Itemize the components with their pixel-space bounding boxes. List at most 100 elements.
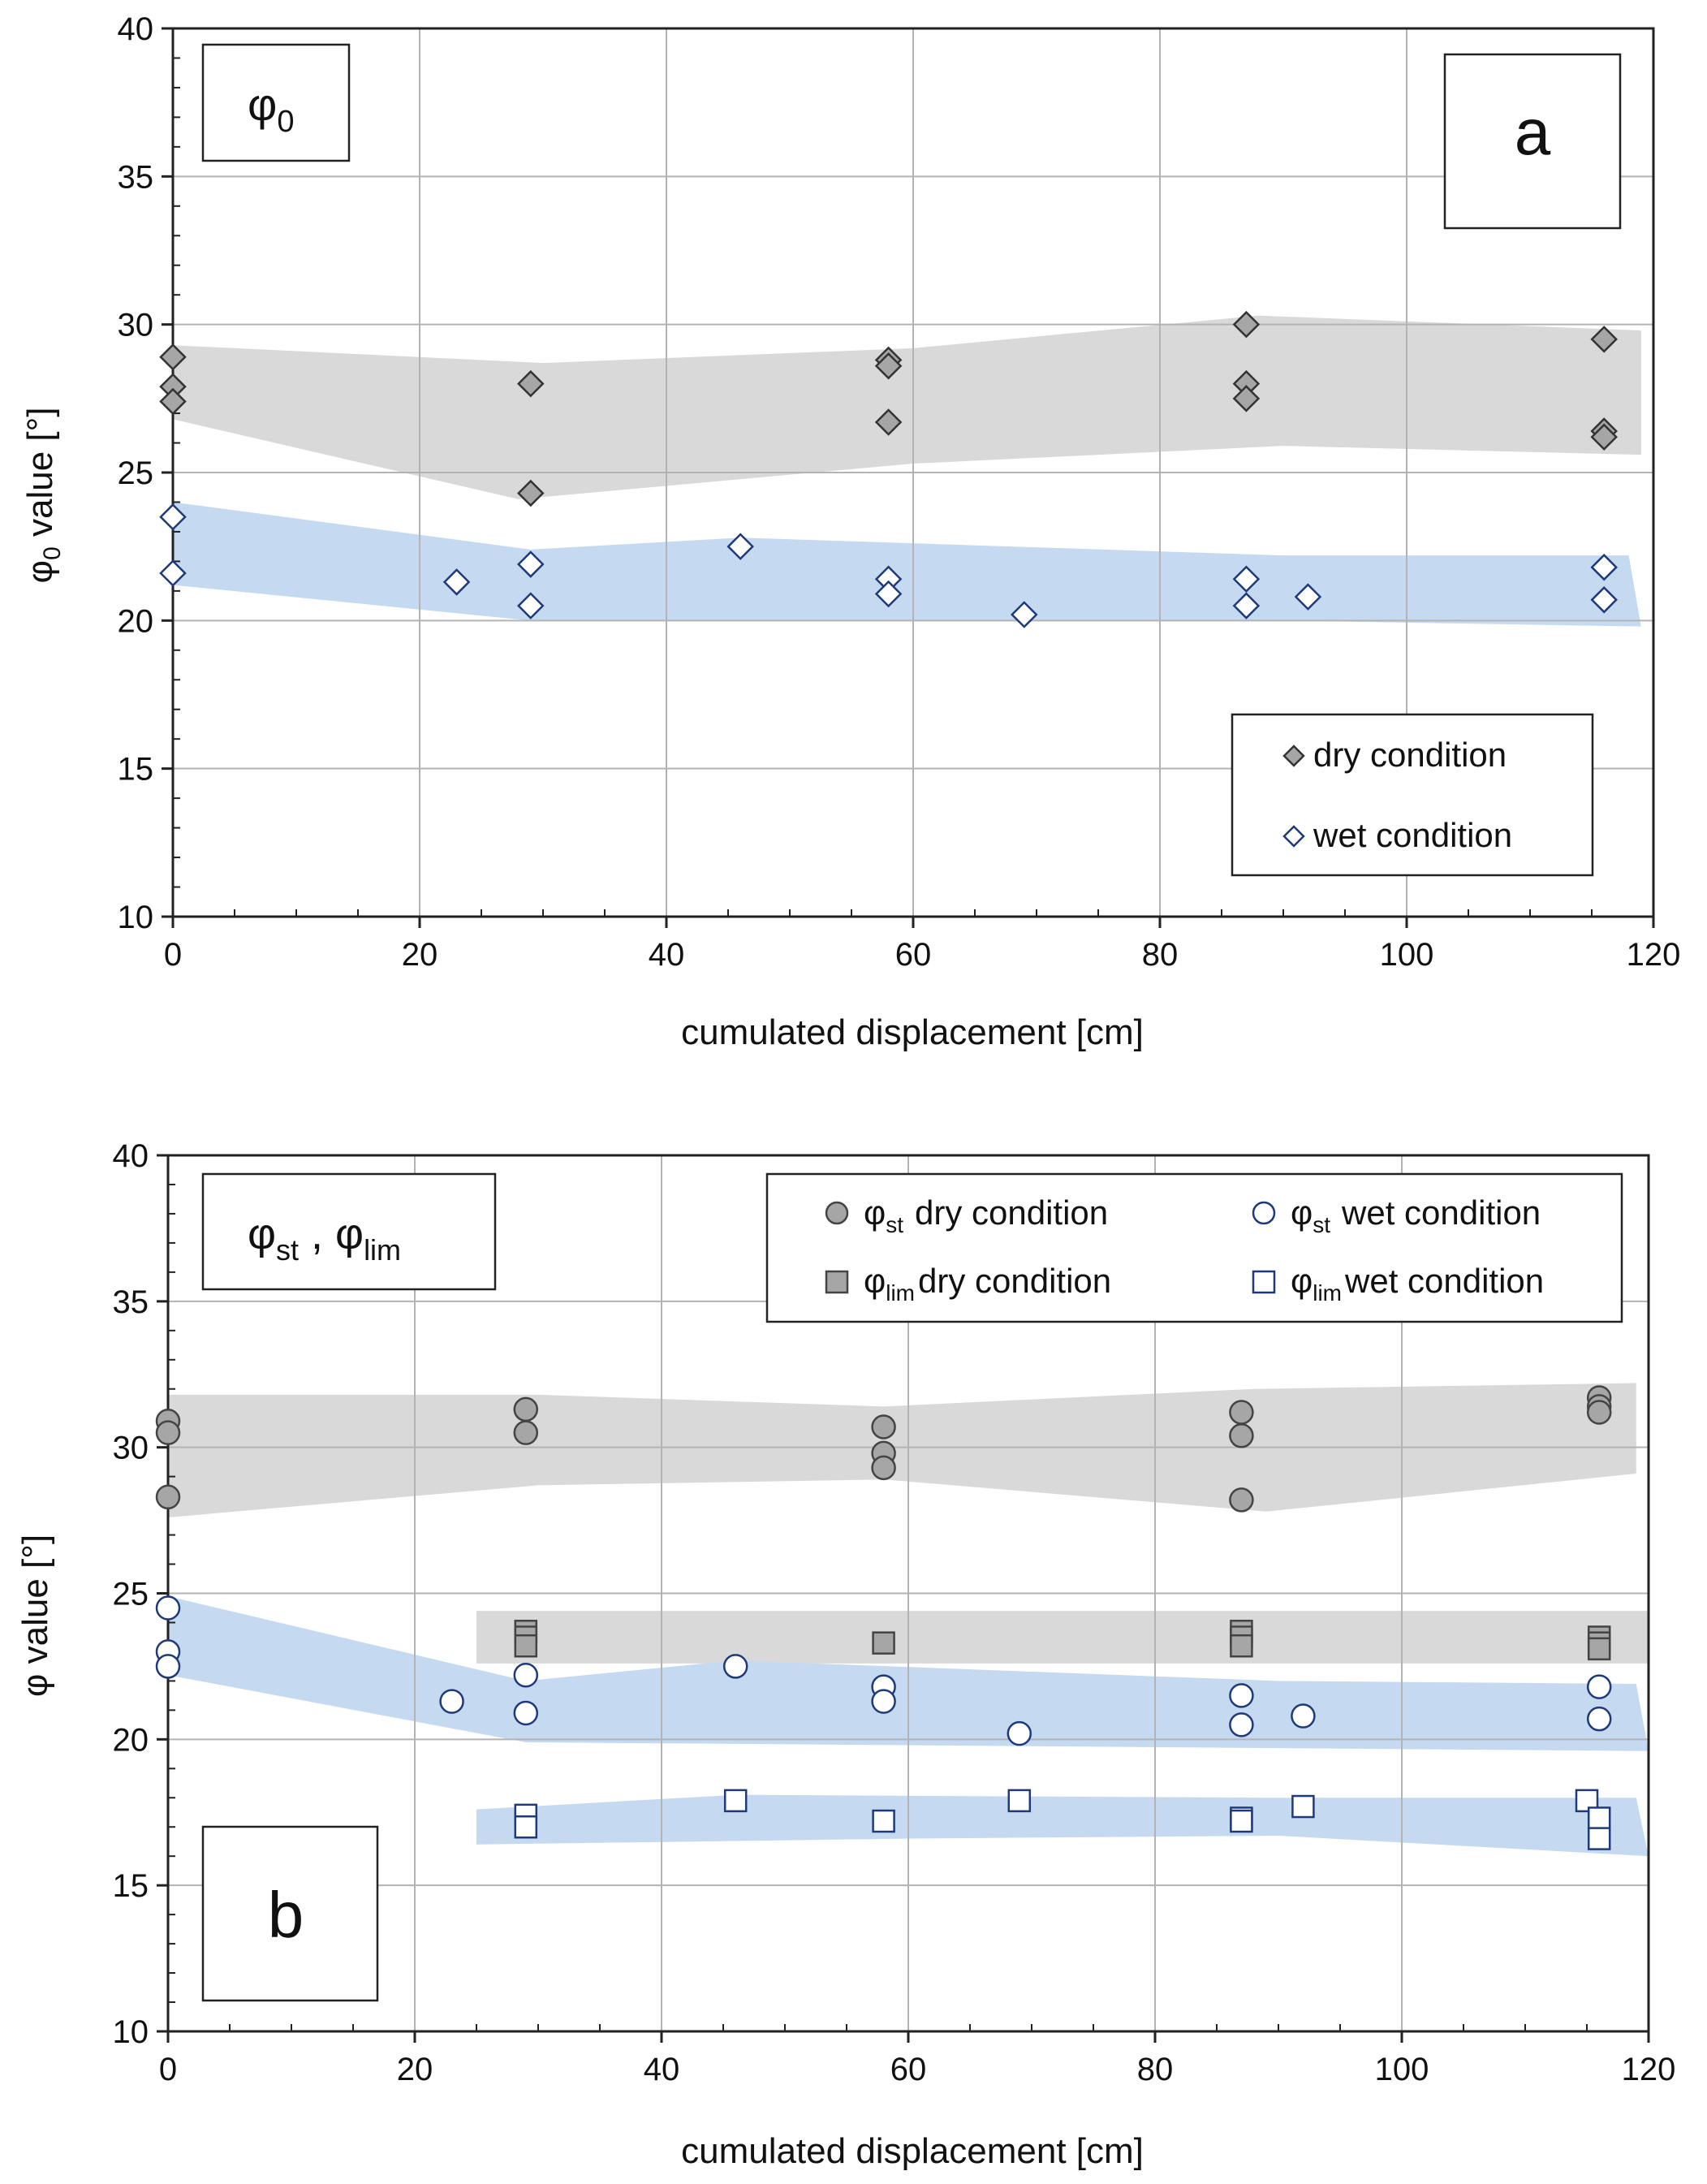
data-point-dry <box>517 479 545 507</box>
data-point-lim-dry <box>1587 1637 1611 1661</box>
data-point-wet <box>1011 601 1038 628</box>
panel-a-axes <box>162 27 1655 928</box>
range-band-0 <box>168 1383 1636 1517</box>
title-symbol: φ <box>248 79 277 130</box>
x-tick-label: 120 <box>1627 937 1681 973</box>
legend-sub: st <box>1313 1212 1330 1237</box>
data-point-wet <box>1232 565 1261 593</box>
legend-label-wet: wet condition <box>1313 816 1512 854</box>
data-point-st-wet <box>1291 1703 1316 1729</box>
data-point-lim-wet <box>1230 1809 1253 1833</box>
chart-panel-b: 10 15 20 25 30 35 40 0 20 40 60 80 100 120 cumulated … <box>15 1138 1675 2171</box>
title-sub: 0 <box>277 105 294 139</box>
panel-letter-box: b <box>201 1825 379 2002</box>
data-point-wet <box>726 533 754 560</box>
x-tick-label: 60 <box>895 937 932 973</box>
data-point-st-dry <box>513 1396 539 1422</box>
data-point-dry <box>159 343 187 371</box>
y-tick-label: 25 <box>118 455 154 491</box>
data-point-st-dry <box>871 1455 896 1481</box>
panel-b-points <box>155 1385 1612 1850</box>
data-point-dry <box>1590 326 1618 353</box>
data-point-dry <box>874 352 903 380</box>
panel-a-points <box>159 310 1618 628</box>
y-tick-label: 30 <box>113 1431 149 1466</box>
y-axis-label-symbol: φ <box>15 1674 55 1698</box>
data-point-st-wet <box>513 1662 539 1688</box>
legend-label: dry condition <box>915 1193 1108 1232</box>
data-point-st-wet <box>155 1595 181 1621</box>
y-tick-label: 15 <box>118 752 154 788</box>
svg-text:φst , φlim: φst , φlim <box>248 1210 401 1267</box>
panel-b-tick-labels: 10 15 20 25 30 35 40 0 20 40 60 80 100 120 <box>113 1138 1676 2087</box>
range-band-1 <box>173 502 1641 627</box>
title-sub-st: st <box>276 1233 299 1267</box>
y-axis-label-symbol: φ <box>20 560 60 584</box>
x-axis-label: cumulated displacement [cm] <box>681 1012 1144 1052</box>
x-tick-label: 0 <box>159 2052 177 2087</box>
data-point-wet <box>159 503 187 531</box>
data-point-st-wet <box>722 1654 748 1679</box>
data-point-st-wet <box>871 1689 896 1714</box>
legend-marker-st-wet <box>1252 1201 1276 1225</box>
data-point-wet <box>442 568 471 596</box>
legend-marker-lim-wet <box>1252 1270 1276 1294</box>
data-point-wet <box>159 559 187 587</box>
title-symbol-lim: φ <box>335 1210 364 1258</box>
legend-label-dry: dry condition <box>1313 736 1507 774</box>
y-tick-label: 25 <box>113 1577 149 1612</box>
legend: φst dry condition φst wet condition φlimdr… <box>765 1172 1623 1323</box>
legend-sym: φ <box>1291 1262 1313 1300</box>
legend-entry-st-wet: φst wet condition <box>1291 1193 1541 1237</box>
x-tick-label: 40 <box>649 937 685 973</box>
data-point-lim-wet <box>1291 1794 1315 1819</box>
y-axis-label: φ0 value [°] <box>20 408 66 584</box>
y-tick-label: 40 <box>113 1138 149 1174</box>
data-point-st-dry <box>1586 1400 1612 1425</box>
data-point-lim-wet <box>723 1789 748 1813</box>
svg-text:φ0: φ0 <box>248 79 294 139</box>
data-point-st-dry <box>513 1420 539 1445</box>
legend-entry-lim-wet: φlimwet condition <box>1291 1262 1544 1306</box>
data-point-lim-wet <box>1007 1789 1032 1813</box>
legend-marker-dry <box>1282 745 1305 767</box>
x-axis-label: cumulated displacement [cm] <box>681 2131 1144 2171</box>
data-point-st-wet <box>155 1654 181 1679</box>
data-point-st-dry <box>1229 1487 1254 1513</box>
x-tick-label: 40 <box>644 2052 680 2087</box>
panel-a-bands <box>173 315 1641 627</box>
data-point-st-wet <box>1007 1720 1032 1746</box>
y-axis-label-rest: value [°] <box>15 1534 55 1674</box>
data-point-st-wet <box>439 1689 464 1714</box>
y-tick-label: 30 <box>118 308 154 343</box>
title-sub-lim: lim <box>364 1233 401 1267</box>
panel-a-tick-labels: 10 15 20 25 30 35 40 0 20 40 60 80 100 120 <box>118 11 1681 973</box>
data-point-lim-wet <box>1587 1827 1611 1850</box>
x-tick-label: 0 <box>164 937 182 973</box>
legend-sub: lim <box>886 1280 915 1306</box>
legend: dry condition wet condition <box>1231 713 1594 877</box>
data-point-dry <box>1232 310 1261 339</box>
y-tick-label: 20 <box>113 1722 149 1758</box>
legend-marker-lim-dry <box>825 1270 849 1294</box>
panel-letter: a <box>1515 96 1551 168</box>
legend-entry-lim-dry: φlimdry condition <box>864 1262 1111 1306</box>
y-tick-label: 10 <box>118 900 154 935</box>
panel-letter: b <box>268 1879 304 1951</box>
y-axis-label: φ value [°] <box>15 1534 55 1697</box>
x-tick-label: 80 <box>1137 2052 1174 2087</box>
title-box: φ0 <box>201 43 351 162</box>
data-point-lim-wet <box>872 1809 895 1833</box>
data-point-wet <box>1590 553 1618 581</box>
x-tick-label: 100 <box>1375 2052 1429 2087</box>
legend-sym: φ <box>864 1262 886 1300</box>
y-tick-label: 15 <box>113 1868 149 1904</box>
title-separator: , <box>299 1210 335 1258</box>
data-point-wet <box>874 580 903 608</box>
y-tick-label: 40 <box>118 11 154 47</box>
range-band-0 <box>173 315 1641 499</box>
legend-marker-st-dry <box>825 1201 849 1225</box>
legend-sym: φ <box>864 1193 886 1232</box>
data-point-st-dry <box>871 1414 896 1439</box>
legend-marker-wet <box>1282 825 1305 848</box>
